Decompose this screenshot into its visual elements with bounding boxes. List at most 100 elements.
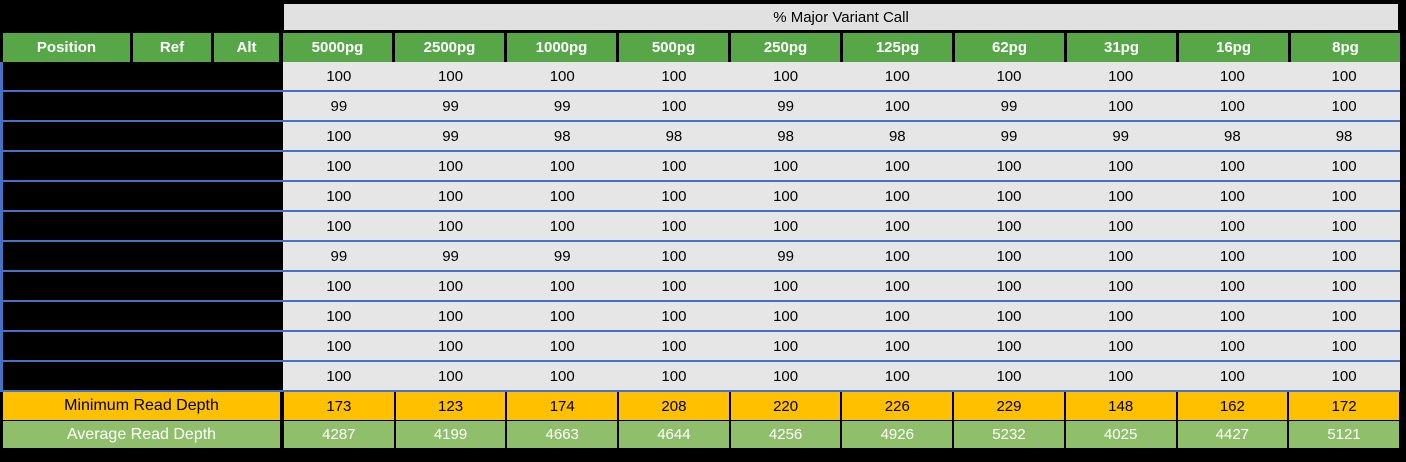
- value-cell: 100: [1288, 62, 1400, 90]
- value-cell: 100: [841, 302, 954, 330]
- value-cell: 100: [1288, 362, 1400, 390]
- value-cell: 100: [394, 182, 507, 210]
- value-cell: 100: [841, 62, 954, 90]
- table-row: 100 100 100 100 100 100 100 100 100 100: [0, 272, 1400, 302]
- summary-value-cell: 148: [1065, 392, 1176, 420]
- column-header-sample: 8pg: [1291, 33, 1400, 62]
- summary-value-cell: 5121: [1289, 421, 1399, 448]
- value-cell: 99: [953, 122, 1065, 150]
- summary-row-label: Average Read Depth: [3, 421, 280, 448]
- value-cell: 100: [506, 182, 619, 210]
- value-cell: 98: [1176, 122, 1289, 150]
- summary-value-cell: 123: [395, 392, 506, 420]
- left-border-line: [0, 62, 3, 392]
- column-header-sample: 5000pg: [283, 33, 392, 62]
- column-header-sample: 31pg: [1067, 33, 1176, 62]
- redacted-position-ref-alt-cell: [0, 182, 283, 210]
- value-cell: 100: [729, 362, 842, 390]
- value-cell: 100: [953, 62, 1065, 90]
- value-cell: 100: [841, 242, 954, 270]
- column-header-sample: 62pg: [955, 33, 1064, 62]
- value-cell: 100: [283, 182, 395, 210]
- redacted-position-ref-alt-cell: [0, 362, 283, 390]
- column-header-sample: 125pg: [843, 33, 952, 62]
- column-header-sample: 1000pg: [507, 33, 616, 62]
- value-cell: 100: [283, 332, 395, 360]
- summary-row-label: Minimum Read Depth: [3, 392, 280, 420]
- value-cell: 100: [841, 362, 954, 390]
- summary-value-cell: 4926: [842, 421, 953, 448]
- summary-value-cell: 208: [619, 392, 729, 420]
- summary-value-cell: 229: [954, 392, 1064, 420]
- value-cell: 100: [618, 272, 730, 300]
- value-cell: 99: [729, 242, 842, 270]
- value-cell: 100: [506, 272, 619, 300]
- value-cell: 100: [394, 62, 507, 90]
- value-cell: 100: [953, 242, 1065, 270]
- value-cell: 100: [394, 302, 507, 330]
- summary-value-cell: 4025: [1065, 421, 1176, 448]
- value-cell: 100: [1176, 302, 1289, 330]
- value-cell: 100: [618, 92, 730, 120]
- value-cell: 100: [618, 302, 730, 330]
- value-cell: 100: [953, 302, 1065, 330]
- value-cell: 100: [394, 152, 507, 180]
- column-header-sample: 16pg: [1179, 33, 1288, 62]
- value-cell: 100: [953, 182, 1065, 210]
- value-cell: 100: [1064, 62, 1177, 90]
- value-cell: 98: [729, 122, 842, 150]
- value-cell: 100: [729, 212, 842, 240]
- value-cell: 100: [506, 212, 619, 240]
- sample-column-headers: 5000pg 2500pg 1000pg 500pg 250pg 125pg 62pg 31p…: [283, 33, 1400, 62]
- value-cell: 100: [1176, 62, 1289, 90]
- table-footer: Minimum Read Depth 173 123 174 208 220 226 229 1…: [3, 392, 1400, 449]
- summary-value-cell: 162: [1177, 392, 1288, 420]
- value-cell: 98: [841, 122, 954, 150]
- value-cell: 100: [1176, 92, 1289, 120]
- summary-value-cell: 4256: [730, 421, 841, 448]
- table-row: 100 100 100 100 100 100 100 100 100 100: [0, 212, 1400, 242]
- value-cell: 100: [506, 362, 619, 390]
- value-cell: 99: [953, 92, 1065, 120]
- value-cell: 100: [618, 62, 730, 90]
- value-cell: 100: [506, 302, 619, 330]
- value-cell: 100: [618, 182, 730, 210]
- redacted-position-ref-alt-cell: [0, 152, 283, 180]
- value-cell: 100: [953, 332, 1065, 360]
- summary-value-cell: 4199: [395, 421, 506, 448]
- redacted-position-ref-alt-cell: [0, 92, 283, 120]
- value-cell: 100: [841, 272, 954, 300]
- table-row: 100 100 100 100 100 100 100 100 100 100: [0, 362, 1400, 392]
- table-row: 100 100 100 100 100 100 100 100 100 100: [0, 152, 1400, 182]
- value-cell: 100: [1176, 152, 1289, 180]
- value-cell: 100: [283, 152, 395, 180]
- summary-value-cell: 4287: [284, 421, 394, 448]
- value-cell: 100: [394, 332, 507, 360]
- value-cell: 100: [1064, 302, 1177, 330]
- value-cell: 98: [618, 122, 730, 150]
- value-cell: 99: [506, 242, 619, 270]
- value-cell: 100: [841, 182, 954, 210]
- summary-value-cell: 4427: [1177, 421, 1288, 448]
- value-cell: 100: [729, 302, 842, 330]
- header-row: Position Ref Alt 5000pg 2500pg 1000pg 500pg…: [3, 33, 1400, 62]
- table-row: 100 99 98 98 98 98 99 99 98 98: [0, 122, 1400, 152]
- value-cell: 100: [953, 152, 1065, 180]
- value-cell: 100: [1288, 182, 1400, 210]
- table-row: 100 100 100 100 100 100 100 100 100 100: [0, 182, 1400, 212]
- column-header-sample: 2500pg: [395, 33, 504, 62]
- redacted-position-ref-alt-cell: [0, 212, 283, 240]
- value-cell: 100: [506, 62, 619, 90]
- value-cell: 99: [394, 122, 507, 150]
- value-cell: 100: [1288, 302, 1400, 330]
- value-cell: 100: [394, 212, 507, 240]
- value-cell: 100: [729, 182, 842, 210]
- value-cell: 100: [841, 152, 954, 180]
- value-cell: 100: [618, 152, 730, 180]
- table-row: 100 100 100 100 100 100 100 100 100 100: [0, 62, 1400, 92]
- value-cell: 100: [841, 332, 954, 360]
- value-cell: 100: [618, 332, 730, 360]
- value-cell: 99: [729, 92, 842, 120]
- value-cell: 99: [1064, 122, 1177, 150]
- value-cell: 100: [283, 62, 395, 90]
